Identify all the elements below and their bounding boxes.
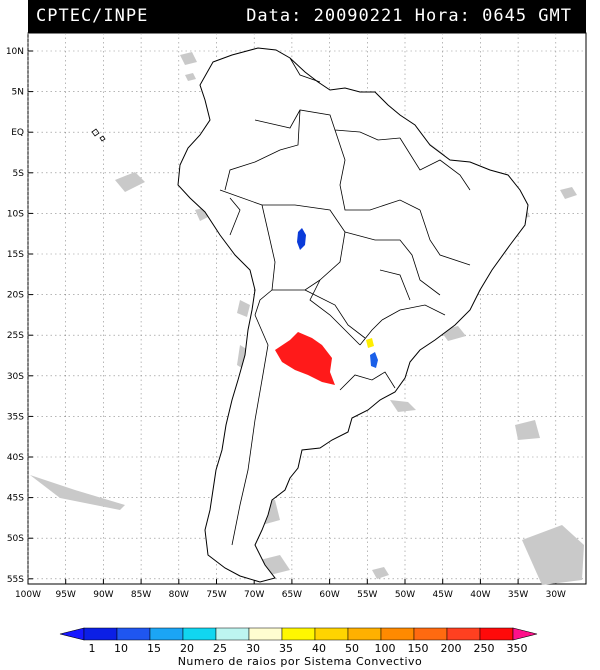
lat-label: 25S xyxy=(7,331,24,341)
legend-tick: 150 xyxy=(408,642,429,655)
latitude-labels: 10N 5N EQ 5S 10S 15S 20S 25S 30S 35S 40S 45S 50S 55S xyxy=(6,47,24,585)
legend-title: Numero de raios por Sistema Convectivo xyxy=(177,655,423,668)
legend-tick: 200 xyxy=(441,642,462,655)
lat-label: 35S xyxy=(7,412,24,422)
islands xyxy=(91,128,106,142)
legend-swatch xyxy=(413,627,448,641)
legend-arrow-left xyxy=(59,627,85,641)
legend-tick: 35 xyxy=(279,642,293,655)
legend-tick: 30 xyxy=(246,642,260,655)
lon-label: 60W xyxy=(319,590,339,600)
legend-swatch xyxy=(248,627,283,641)
legend-tick: 15 xyxy=(147,642,161,655)
legend-tick: 350 xyxy=(507,642,528,655)
lon-label: 100W xyxy=(15,590,41,600)
legend-tick: 20 xyxy=(180,642,194,655)
lat-label: 15S xyxy=(7,250,24,260)
legend-swatch xyxy=(281,627,316,641)
lat-label: 10S xyxy=(7,209,24,219)
lon-label: 95W xyxy=(56,590,76,600)
legend-tick-labels: 1 10 15 20 25 30 35 40 50 100 150 200 250 350 xyxy=(89,642,528,655)
legend-swatch xyxy=(83,627,118,641)
legend-tick: 100 xyxy=(375,642,396,655)
legend-swatch xyxy=(446,627,481,641)
lat-label: 10N xyxy=(6,47,24,57)
blue-system-south xyxy=(370,352,378,368)
lon-label: 55W xyxy=(357,590,377,600)
lon-label: 90W xyxy=(93,590,113,600)
lon-label: 70W xyxy=(244,590,264,600)
legend-tick: 40 xyxy=(312,642,326,655)
lon-label: 50W xyxy=(395,590,415,600)
source-label: CPTEC/INPE xyxy=(36,6,149,26)
legend-swatch xyxy=(116,627,151,641)
lat-label: 30S xyxy=(7,372,24,382)
legend-colorbar xyxy=(59,627,538,641)
lon-label: 35W xyxy=(508,590,528,600)
legend-tick: 10 xyxy=(114,642,128,655)
longitude-labels: 100W 95W 90W 85W 80W 75W 70W 65W 60W 55W 50W 45W 40W… xyxy=(15,590,566,600)
lon-label: 40W xyxy=(470,590,490,600)
country-borders xyxy=(219,57,471,546)
legend-arrow-right xyxy=(512,627,538,641)
legend-swatch xyxy=(215,627,250,641)
continent-outline xyxy=(177,47,529,583)
lon-label: 30W xyxy=(546,590,566,600)
lon-label: 75W xyxy=(206,590,226,600)
yellow-system xyxy=(366,338,374,348)
lon-label: 45W xyxy=(433,590,453,600)
legend-tick: 1 xyxy=(89,642,96,655)
lat-label: 5S xyxy=(13,169,25,179)
legend-swatch xyxy=(347,627,382,641)
blue-system-brazil xyxy=(297,228,306,250)
lat-label: 55S xyxy=(7,575,24,585)
lat-label: EQ xyxy=(11,128,24,138)
lat-label: 50S xyxy=(7,534,24,544)
header-bar: CPTEC/INPE Data: 20090221 Hora: 0645 GMT xyxy=(28,0,586,33)
legend-swatch xyxy=(149,627,184,641)
legend-tick: 250 xyxy=(474,642,495,655)
legend-tick: 50 xyxy=(345,642,359,655)
legend-swatch xyxy=(182,627,217,641)
legend-swatch xyxy=(314,627,349,641)
legend-swatch xyxy=(380,627,415,641)
lat-label: 5N xyxy=(12,88,24,98)
lat-label: 40S xyxy=(7,453,24,463)
lon-label: 80W xyxy=(169,590,189,600)
red-convective-system xyxy=(275,332,335,385)
legend-tick: 25 xyxy=(213,642,227,655)
lon-label: 85W xyxy=(131,590,151,600)
datetime-label: Data: 20090221 Hora: 0645 GMT xyxy=(246,6,572,26)
legend-swatch xyxy=(479,627,514,641)
lat-label: 20S xyxy=(7,291,24,301)
lat-label: 45S xyxy=(7,494,24,504)
lon-label: 65W xyxy=(282,590,302,600)
